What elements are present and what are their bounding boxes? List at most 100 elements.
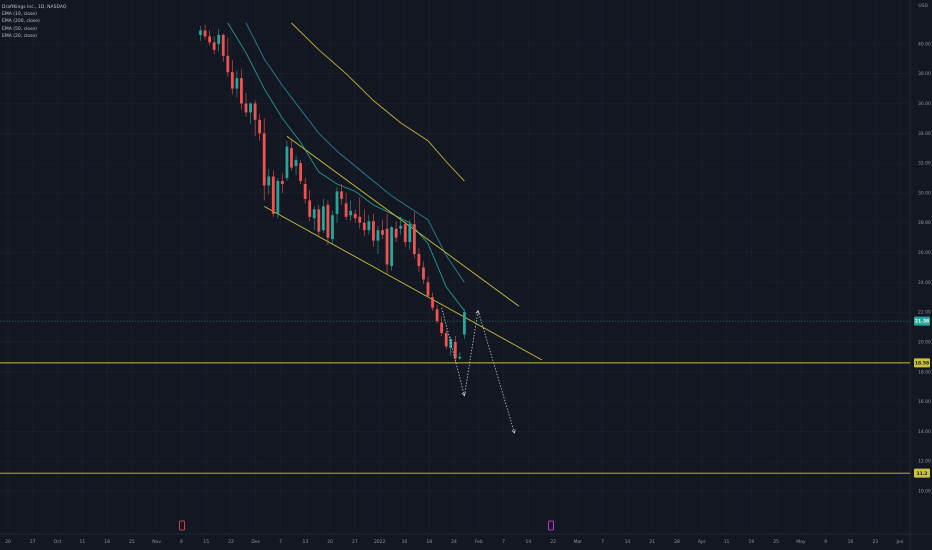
- x-tick-label: Dec: [251, 539, 260, 545]
- candle-up: [399, 225, 403, 229]
- x-tick-label: 27: [352, 539, 358, 545]
- candle-down: [258, 119, 262, 134]
- legend-ema-10[interactable]: EMA (10, close): [2, 12, 37, 18]
- y-tick-label: 32.00: [918, 161, 931, 167]
- candle-down: [271, 176, 275, 214]
- candle-up: [276, 181, 280, 214]
- projection-path[interactable]: [464, 310, 479, 396]
- x-tick-label: 9: [824, 539, 827, 545]
- y-tick-label: 14.00: [918, 429, 931, 435]
- candle-down: [244, 103, 248, 113]
- y-tick-label: 16.00: [918, 399, 931, 405]
- candle-down: [372, 221, 375, 241]
- event-marker[interactable]: [548, 520, 554, 531]
- x-tick-label: Apr: [698, 539, 706, 545]
- x-tick-label: 14: [525, 539, 531, 545]
- candle-down: [308, 200, 312, 217]
- legend-title[interactable]: DraftKings Inc., 1D, NASDAQ: [2, 5, 67, 10]
- candle-up: [267, 176, 271, 186]
- y-tick-label: 24.00: [918, 280, 931, 286]
- y-tick-label: 12.00: [918, 459, 931, 465]
- x-tick-label: May: [796, 539, 806, 545]
- candle-up: [235, 78, 239, 89]
- x-tick-label: Nov: [152, 539, 161, 545]
- candle-down: [435, 309, 439, 322]
- x-tick-label: 11: [724, 539, 730, 545]
- candle-up: [249, 103, 252, 113]
- x-tick-label: 2022: [374, 539, 386, 545]
- candle-down: [444, 333, 448, 347]
- legend-ema-20[interactable]: EMA (20, close): [2, 33, 37, 39]
- candle-up: [335, 191, 339, 214]
- trendline[interactable]: [263, 205, 542, 361]
- candle-down: [412, 224, 416, 255]
- ema-10-line: [227, 22, 465, 311]
- projection-path[interactable]: [477, 310, 515, 434]
- y-tick-label: 26.00: [918, 250, 931, 256]
- x-tick-label: Jun: [895, 539, 903, 545]
- x-tick-label: 24: [451, 539, 457, 545]
- candle-down: [426, 282, 430, 296]
- last-price-tag-text: 21.38: [915, 319, 929, 325]
- y-tick-label: 10.00: [918, 489, 931, 495]
- candle-up: [367, 221, 371, 231]
- candle-up: [463, 312, 466, 335]
- y-tick-label: 38.00: [918, 71, 931, 77]
- candle-up: [349, 210, 353, 216]
- candle-down: [403, 224, 407, 243]
- level-price-tag-text: 18.58: [915, 360, 929, 366]
- candle-down: [326, 204, 330, 238]
- candle-down: [221, 34, 225, 56]
- candle-up: [458, 356, 462, 359]
- candle-down: [253, 103, 257, 120]
- candle-down: [417, 254, 421, 266]
- x-tick-label: 20: [327, 539, 333, 545]
- y-tick-label: 22.00: [918, 310, 931, 316]
- x-tick-label: Feb: [475, 539, 483, 545]
- candle-down: [394, 228, 398, 238]
- trendline[interactable]: [286, 135, 520, 307]
- candle-down: [431, 297, 434, 308]
- candle-down: [453, 341, 457, 359]
- candle-up: [199, 30, 202, 35]
- x-tick-label: 7: [601, 539, 604, 545]
- y-tick-label: 34.00: [918, 131, 931, 137]
- candle-down: [299, 163, 302, 182]
- y-tick-label: 20.00: [918, 339, 931, 345]
- candle-up: [312, 209, 316, 219]
- legend-ema-200[interactable]: EMA (200, close): [2, 19, 40, 25]
- event-marker[interactable]: [179, 520, 185, 531]
- candle-up: [390, 227, 393, 266]
- candle-down: [281, 181, 284, 184]
- candle-down: [362, 222, 366, 231]
- ema-20-line: [245, 22, 465, 283]
- x-tick-label: 20: [5, 539, 11, 545]
- candle-down: [212, 42, 216, 50]
- legend-ema-50[interactable]: EMA (50, close): [2, 26, 37, 32]
- candle-up: [294, 160, 298, 167]
- ema-lines: [227, 22, 465, 311]
- indicator-legend: DraftKings Inc., 1D, NASDAQ EMA (10, clo…: [2, 4, 66, 40]
- ema-200-line: [291, 22, 465, 182]
- candle-down: [208, 36, 211, 43]
- y-tick-label: 18.00: [918, 369, 931, 375]
- x-axis: 20 27 Oct 11 18 25 Nov 8 15 22 Dec 7 13 20 27 2022 10 18 2…: [5, 539, 904, 545]
- projection-arrows[interactable]: [441, 307, 516, 434]
- level-price-tag: [914, 468, 930, 478]
- x-tick-label: 10: [402, 539, 408, 545]
- last-price-tag: [914, 316, 930, 326]
- x-tick-label: 18: [426, 539, 432, 545]
- trendlines[interactable]: [263, 135, 542, 361]
- x-tick-label: Mar: [574, 539, 583, 545]
- candle-down: [240, 78, 243, 104]
- projection-path[interactable]: [441, 307, 465, 396]
- x-tick-label: 7: [279, 539, 282, 545]
- candle-down: [422, 267, 425, 280]
- x-tick-label: 8: [180, 539, 183, 545]
- x-tick-label: 14: [625, 539, 631, 545]
- x-tick-label: 13: [302, 539, 308, 545]
- candle-down: [262, 133, 266, 186]
- event-markers[interactable]: [179, 520, 554, 531]
